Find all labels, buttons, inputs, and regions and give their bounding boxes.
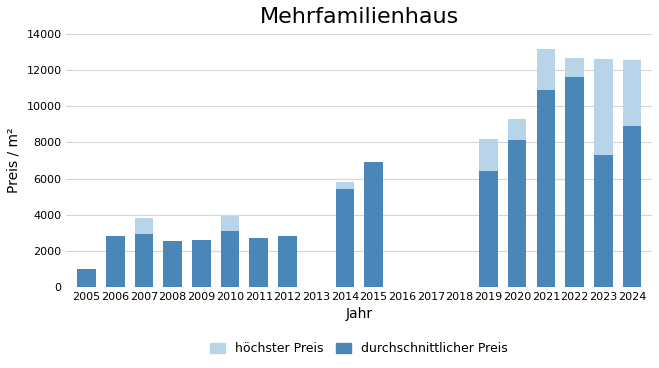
Bar bbox=[192, 240, 211, 287]
Bar bbox=[536, 49, 555, 287]
Bar bbox=[134, 234, 154, 287]
Bar bbox=[364, 162, 383, 287]
Bar bbox=[536, 90, 555, 287]
Bar bbox=[508, 140, 527, 287]
Bar bbox=[335, 182, 355, 287]
Bar bbox=[565, 57, 584, 287]
Bar bbox=[623, 60, 641, 287]
Bar bbox=[221, 231, 239, 287]
Bar bbox=[594, 59, 613, 287]
Bar bbox=[77, 269, 96, 287]
Bar bbox=[221, 216, 239, 287]
Bar bbox=[594, 155, 613, 287]
Bar bbox=[134, 218, 154, 287]
Bar bbox=[278, 237, 297, 287]
Bar bbox=[565, 77, 584, 287]
Legend: höchster Preis, durchschnittlicher Preis: höchster Preis, durchschnittlicher Preis bbox=[204, 336, 515, 362]
Title: Mehrfamilienhaus: Mehrfamilienhaus bbox=[260, 7, 459, 27]
Bar bbox=[250, 238, 268, 287]
Bar bbox=[479, 139, 498, 287]
Y-axis label: Preis / m²: Preis / m² bbox=[7, 128, 21, 193]
Bar bbox=[106, 237, 125, 287]
Bar bbox=[508, 119, 527, 287]
Bar bbox=[623, 126, 641, 287]
Bar bbox=[335, 188, 355, 287]
Bar bbox=[163, 241, 182, 287]
Bar bbox=[479, 171, 498, 287]
X-axis label: Jahr: Jahr bbox=[346, 307, 373, 322]
